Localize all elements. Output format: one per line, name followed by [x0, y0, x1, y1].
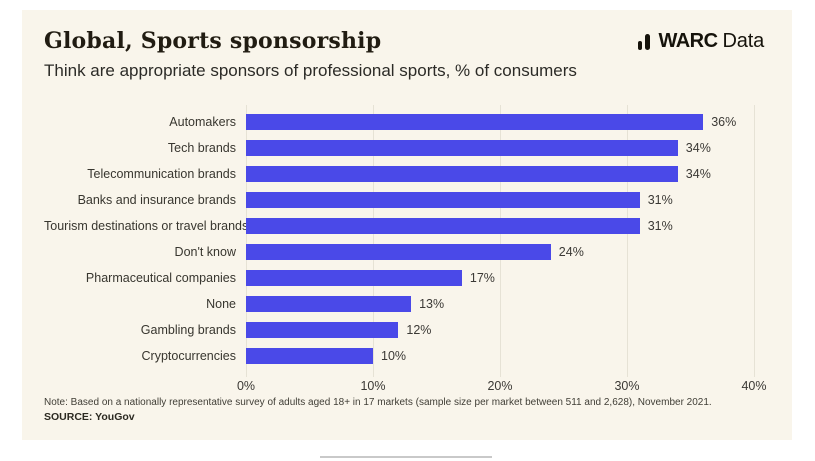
bar-track: 36% — [246, 109, 770, 135]
chart-row: Pharmaceutical companies 17% — [44, 265, 770, 291]
bar-track: 31% — [246, 187, 770, 213]
bar-track: 12% — [246, 317, 770, 343]
category-label: Gambling brands — [140, 322, 236, 337]
bar-track: 34% — [246, 135, 770, 161]
category-label: Don't know — [174, 244, 236, 259]
chart-footer: Note: Based on a nationally representati… — [44, 397, 770, 424]
source-text: SOURCE: YouGov — [44, 411, 135, 423]
x-tick-label: 40% — [741, 379, 767, 393]
x-axis: 0% 10% 20% 30% 40% — [237, 379, 767, 395]
value-label: 13% — [419, 297, 445, 311]
logo-warc-text: WARC — [658, 30, 718, 52]
chart-row: Automakers 36% — [44, 109, 770, 135]
warc-data-logo: WARC Data — [638, 30, 764, 53]
bar-chart: Automakers 36% Tech brands 34% Telecommunica… — [44, 105, 770, 393]
category-label: Tourism destinations or travel brands — [44, 218, 249, 233]
chart-row: Telecommunication brands 34% — [44, 161, 770, 187]
logo-data-text: Data — [722, 30, 765, 52]
bar — [246, 192, 640, 208]
bar — [246, 218, 640, 234]
value-label: 36% — [711, 115, 737, 129]
chart-row: Cryptocurrencies 10% — [44, 343, 770, 369]
x-tick-label: 0% — [236, 379, 256, 393]
bar — [246, 270, 462, 286]
bar — [246, 140, 678, 156]
x-tick-label: 20% — [487, 379, 513, 393]
bar-track: 34% — [246, 161, 770, 187]
page-title: Global, Sports sponsorship — [44, 28, 382, 54]
bar — [246, 296, 412, 312]
value-label: 12% — [406, 323, 432, 337]
category-label: Automakers — [169, 114, 236, 129]
bar-track: 10% — [246, 343, 770, 369]
value-label: 31% — [647, 219, 673, 233]
value-label: 24% — [558, 245, 584, 259]
value-label: 34% — [685, 141, 711, 155]
chart-row: Gambling brands 12% — [44, 317, 770, 343]
value-label: 34% — [685, 167, 711, 181]
category-label: Pharmaceutical companies — [85, 270, 236, 285]
bar-track: 24% — [246, 239, 770, 265]
bar — [246, 244, 551, 260]
category-label: None — [206, 296, 236, 311]
bar-track: 31% — [246, 213, 770, 239]
value-label: 31% — [647, 193, 673, 207]
category-label: Cryptocurrencies — [141, 348, 236, 363]
bar — [246, 166, 678, 182]
page-subtitle: Think are appropriate sponsors of profes… — [44, 61, 577, 80]
bar-chart-icon — [638, 33, 651, 50]
bar-rows: Automakers 36% Tech brands 34% Telecommunica… — [44, 109, 770, 369]
chart-row: None 13% — [44, 291, 770, 317]
chart-row: Tech brands 34% — [44, 135, 770, 161]
category-label: Telecommunication brands — [87, 166, 236, 181]
home-indicator-bar — [320, 456, 492, 458]
bar — [246, 322, 399, 338]
value-label: 17% — [469, 271, 495, 285]
bar — [246, 348, 373, 364]
footnote: Note: Based on a nationally representati… — [44, 397, 712, 408]
chart-row: Banks and insurance brands 31% — [44, 187, 770, 213]
category-label: Banks and insurance brands — [77, 192, 236, 207]
bar-track: 17% — [246, 265, 770, 291]
x-tick-label: 10% — [360, 379, 386, 393]
category-label: Tech brands — [167, 140, 236, 155]
chart-card: Global, Sports sponsorship Think are app… — [22, 10, 792, 440]
x-tick-label: 30% — [614, 379, 640, 393]
value-label: 10% — [381, 349, 407, 363]
chart-header: Global, Sports sponsorship Think are app… — [44, 28, 766, 81]
chart-row: Tourism destinations or travel brands 31% — [44, 213, 770, 239]
bar — [246, 114, 704, 130]
chart-row: Don't know 24% — [44, 239, 770, 265]
bar-track: 13% — [246, 291, 770, 317]
